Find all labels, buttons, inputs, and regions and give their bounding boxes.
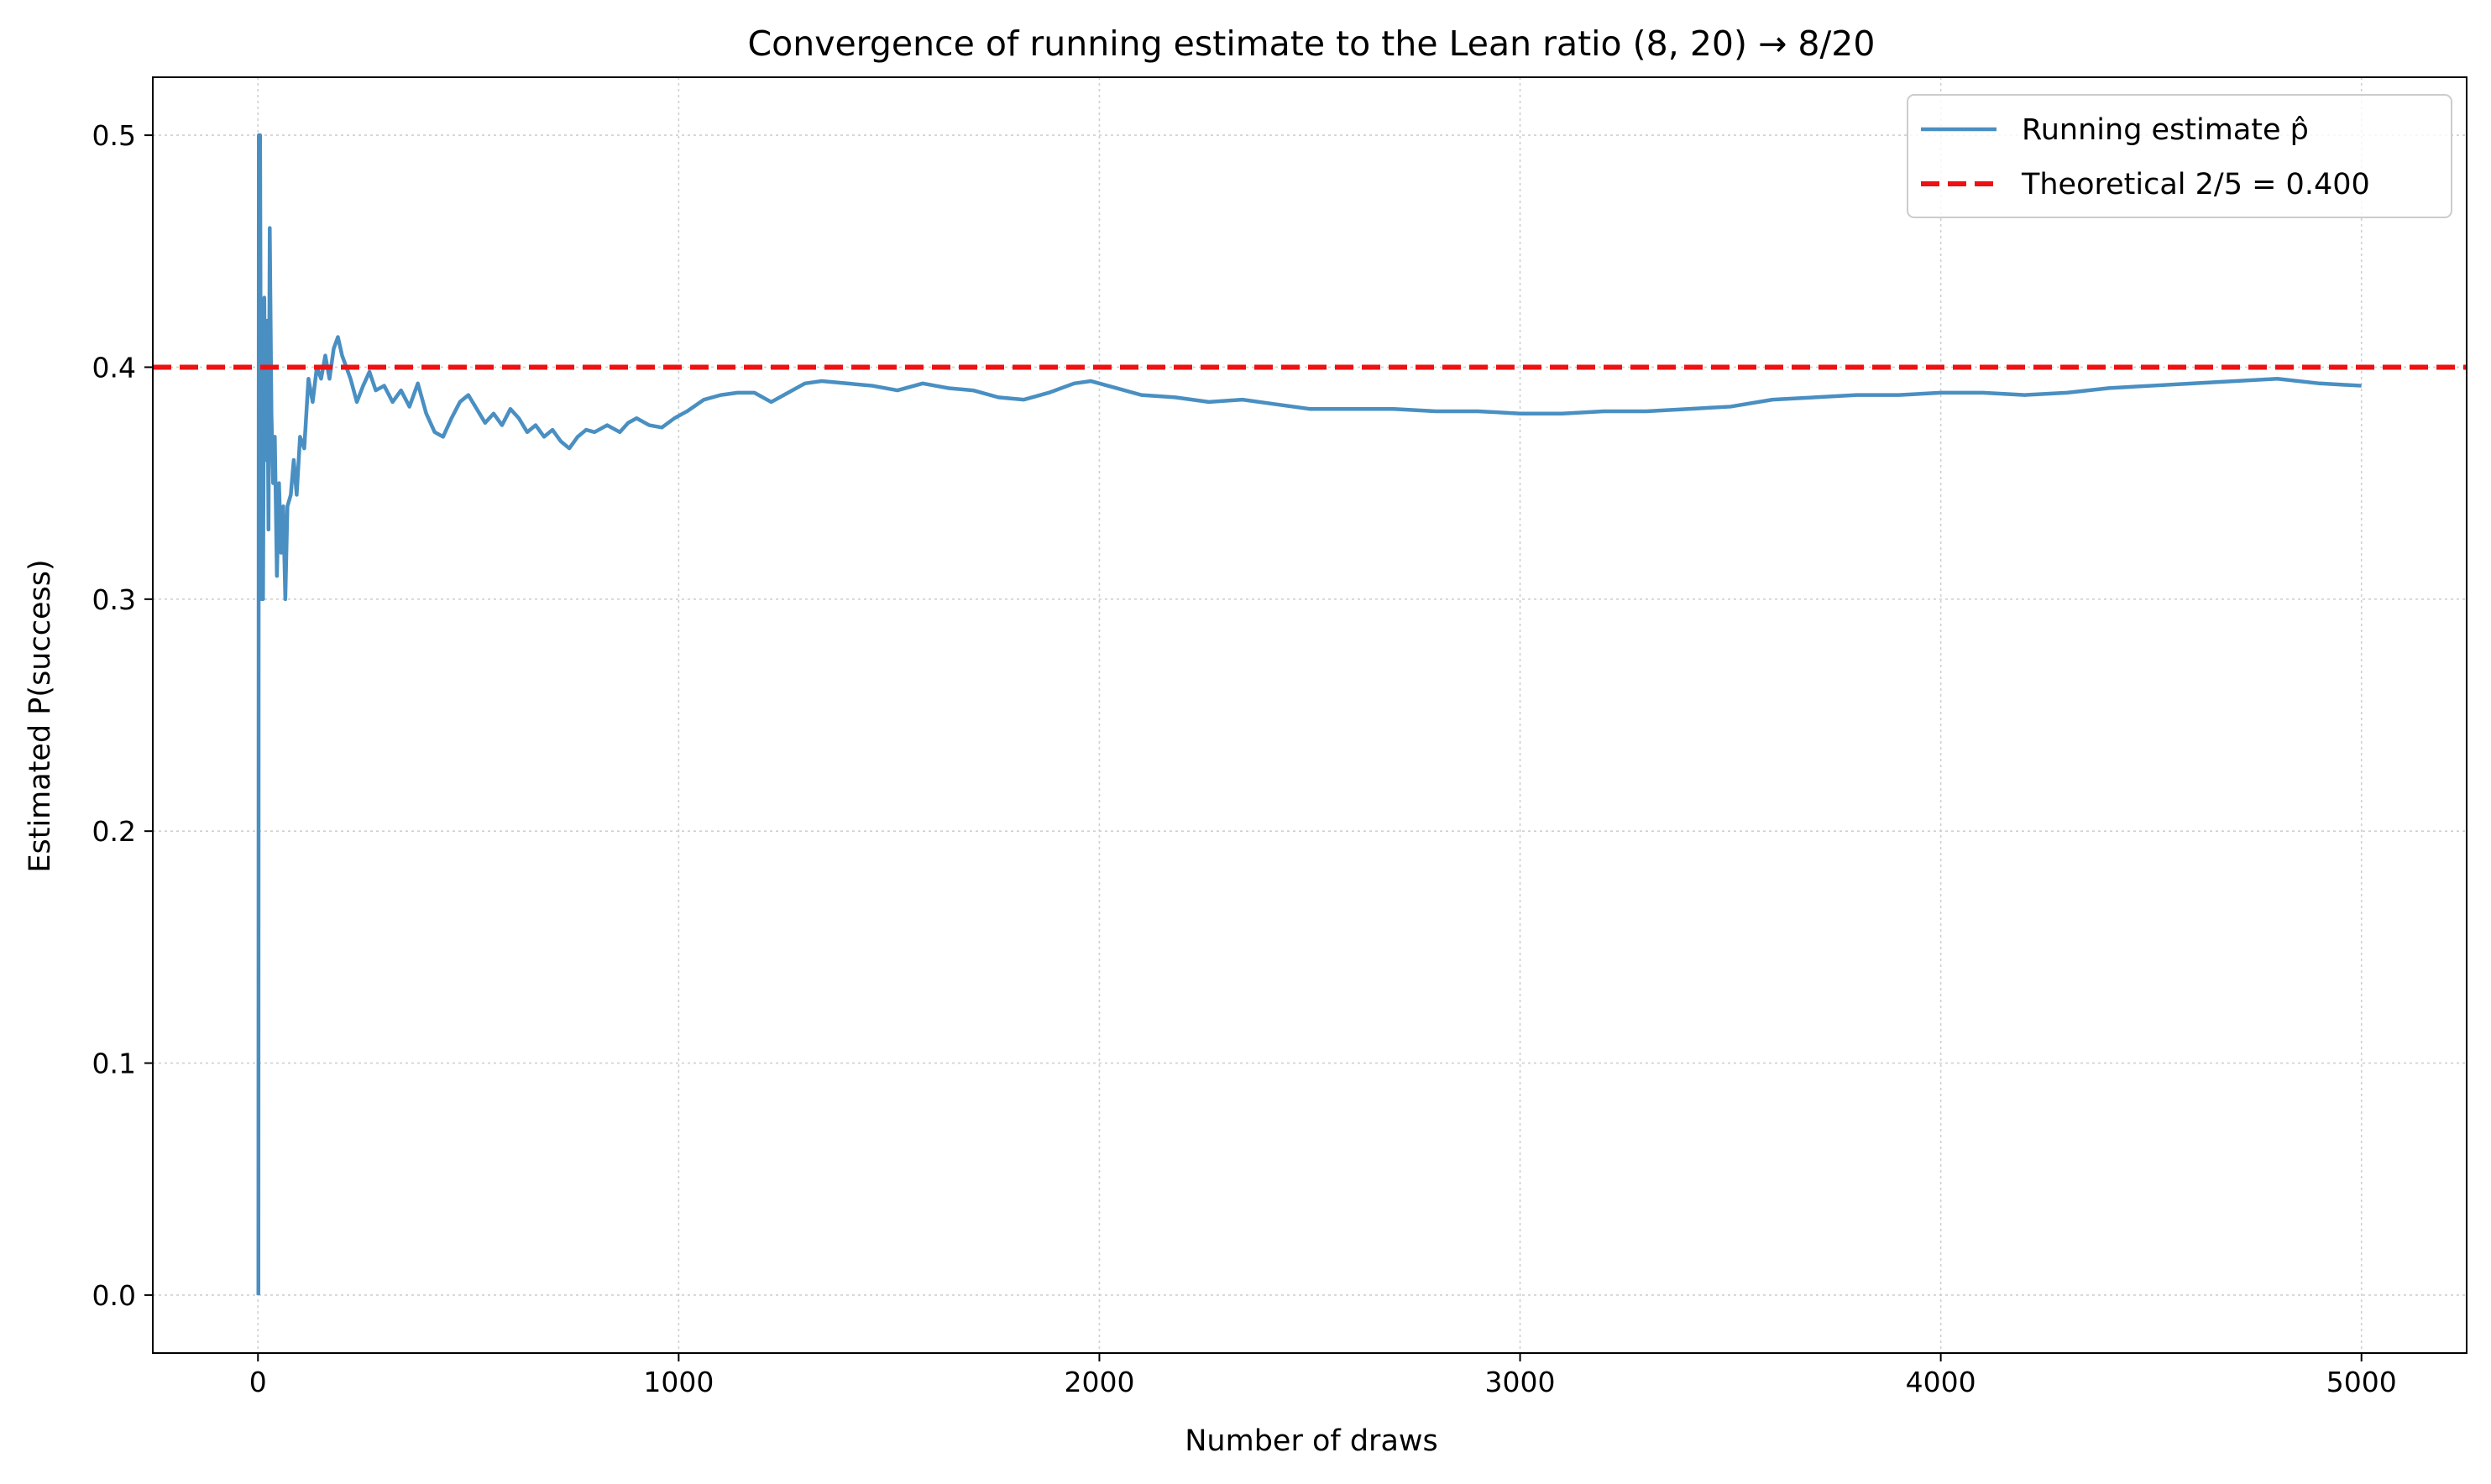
- x-tick-label: 2000: [1064, 1366, 1134, 1398]
- x-tick-label: 4000: [1906, 1366, 1976, 1398]
- y-tick-label: 0.1: [92, 1048, 136, 1080]
- y-tick-label: 0.5: [92, 119, 136, 152]
- axes-frame: [152, 76, 2467, 1354]
- series-line-running-estimate: [256, 133, 2362, 1295]
- legend-label-estimate: Running estimate p̂: [2022, 113, 2309, 147]
- y-tick-label: 0.2: [92, 815, 136, 848]
- y-tick-label: 0.0: [92, 1279, 136, 1312]
- x-tick-label: 5000: [2326, 1366, 2397, 1398]
- series-layer: [153, 133, 2467, 1295]
- legend-label-theoretical: Theoretical 2/5 = 0.400: [2021, 168, 2370, 201]
- axes-layer: 0 1000 2000 3000 4000 5000 0.0 0.1 0.2 0.3 0.4 0.5: [92, 76, 2467, 1398]
- chart-title: Convergence of running estimate to the L…: [748, 24, 1876, 64]
- y-tick-label: 0.3: [92, 583, 136, 616]
- x-axis-label: Number of draws: [1185, 1424, 1438, 1458]
- legend-frame: [1907, 94, 2452, 218]
- y-axis-label: Estimated P(success): [24, 559, 57, 872]
- x-tick-label: 0: [249, 1366, 267, 1398]
- grid-layer: [153, 77, 2467, 1353]
- x-tick-label: 1000: [643, 1366, 714, 1398]
- y-tick-label: 0.4: [92, 351, 136, 384]
- x-tick-label: 3000: [1485, 1366, 1556, 1398]
- legend: Running estimate p̂ Theoretical 2/5 = 0.…: [1907, 94, 2452, 218]
